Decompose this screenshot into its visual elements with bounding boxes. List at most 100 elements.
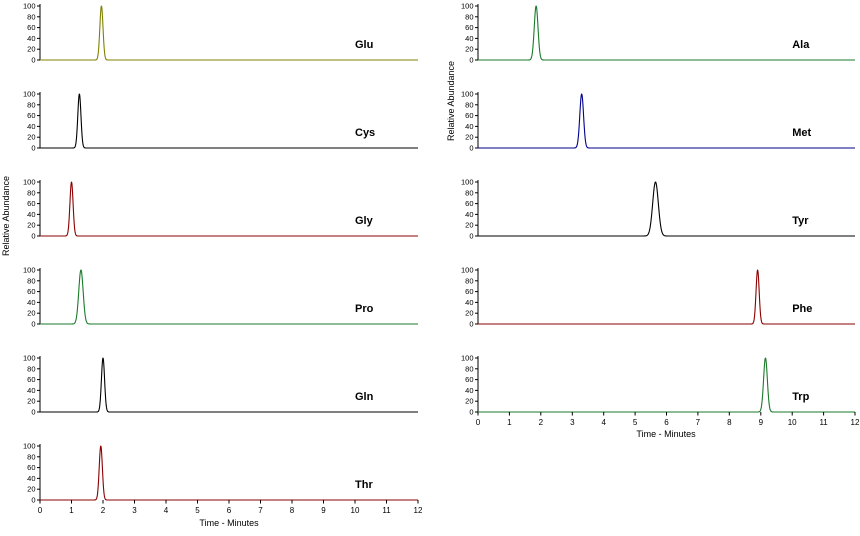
svg-text:60: 60 xyxy=(27,463,35,472)
svg-text:80: 80 xyxy=(465,188,473,197)
svg-text:60: 60 xyxy=(465,111,473,120)
svg-text:80: 80 xyxy=(465,100,473,109)
svg-text:0: 0 xyxy=(31,320,35,329)
svg-text:0: 0 xyxy=(31,144,35,153)
svg-text:40: 40 xyxy=(27,386,35,395)
svg-text:60: 60 xyxy=(27,287,35,296)
svg-text:100: 100 xyxy=(461,2,474,11)
svg-text:20: 20 xyxy=(27,45,35,54)
chromatogram-panel-phe: 0 20 40 60 80 100 Phe xyxy=(440,264,860,352)
svg-text:40: 40 xyxy=(27,210,35,219)
svg-text:40: 40 xyxy=(27,34,35,43)
svg-text:9: 9 xyxy=(321,506,326,515)
svg-text:100: 100 xyxy=(23,354,36,363)
trace-gly xyxy=(40,181,418,237)
svg-text:20: 20 xyxy=(27,485,35,494)
svg-text:20: 20 xyxy=(465,309,473,318)
chromatogram-panel-gly: 0 20 40 60 80 100 Gly xyxy=(0,176,432,264)
svg-text:100: 100 xyxy=(23,442,36,451)
trace-phe xyxy=(478,269,855,325)
svg-text:0: 0 xyxy=(31,232,35,241)
x-axis-title-left: Time - Minutes xyxy=(199,518,259,528)
svg-text:0: 0 xyxy=(469,232,473,241)
svg-text:0: 0 xyxy=(469,56,473,65)
chromatogram-panel-met: 0 20 40 60 80 100 Met xyxy=(440,88,860,176)
svg-text:0: 0 xyxy=(31,408,35,417)
compound-label-glu: Glu xyxy=(355,39,373,51)
svg-text:0: 0 xyxy=(469,320,473,329)
svg-text:11: 11 xyxy=(819,418,828,427)
x-axis: 0 1 2 3 4 5 6 7 8 9 10 11 12 xyxy=(38,500,423,515)
svg-text:80: 80 xyxy=(465,12,473,21)
svg-text:60: 60 xyxy=(465,375,473,384)
svg-text:20: 20 xyxy=(27,221,35,230)
compound-label-phe: Phe xyxy=(792,303,812,315)
svg-text:80: 80 xyxy=(465,276,473,285)
svg-text:10: 10 xyxy=(351,506,360,515)
svg-text:100: 100 xyxy=(461,90,474,99)
compound-label-met: Met xyxy=(792,127,811,139)
svg-text:40: 40 xyxy=(465,386,473,395)
svg-text:20: 20 xyxy=(27,397,35,406)
svg-text:40: 40 xyxy=(27,122,35,131)
svg-text:60: 60 xyxy=(27,199,35,208)
svg-text:8: 8 xyxy=(290,506,295,515)
svg-text:80: 80 xyxy=(27,452,35,461)
svg-text:2: 2 xyxy=(101,506,106,515)
compound-label-cys: Cys xyxy=(355,127,375,139)
svg-text:7: 7 xyxy=(258,506,263,515)
svg-text:100: 100 xyxy=(23,178,36,187)
svg-text:40: 40 xyxy=(465,210,473,219)
svg-text:2: 2 xyxy=(539,418,544,427)
chromatogram-column-left: 0 20 40 60 80 100 Glu 0 20 40 60 80 100 Cys 0 20 40 60 80 1… xyxy=(0,0,432,536)
x-axis: 0 1 2 3 4 5 6 7 8 9 10 11 12 xyxy=(476,412,860,427)
svg-text:1: 1 xyxy=(507,418,512,427)
compound-label-gln: Gln xyxy=(355,391,374,403)
svg-text:20: 20 xyxy=(27,133,35,142)
chromatogram-panel-tyr: 0 20 40 60 80 100 Tyr xyxy=(440,176,860,264)
svg-text:9: 9 xyxy=(759,418,764,427)
chromatogram-panel-pro: 0 20 40 60 80 100 Pro xyxy=(0,264,432,352)
svg-text:100: 100 xyxy=(461,354,474,363)
svg-text:100: 100 xyxy=(461,178,474,187)
chromatogram-panel-glu: 0 20 40 60 80 100 Glu xyxy=(0,0,432,88)
chromatogram-panel-cys: 0 20 40 60 80 100 Cys xyxy=(0,88,432,176)
trace-tyr xyxy=(478,181,855,237)
chromatogram-panel-thr: 0 20 40 60 80 100 Thr 0 1 2 3 4 5 6 7 8 9 10 11 12 xyxy=(0,440,432,536)
svg-text:100: 100 xyxy=(23,2,36,11)
chromatogram-panel-trp: 0 20 40 60 80 100 Trp 0 1 2 3 4 5 6 7 8 9 10 11 12 xyxy=(440,352,860,448)
svg-text:40: 40 xyxy=(27,474,35,483)
svg-text:80: 80 xyxy=(27,188,35,197)
svg-text:100: 100 xyxy=(23,266,36,275)
svg-text:5: 5 xyxy=(633,418,638,427)
svg-text:20: 20 xyxy=(465,397,473,406)
svg-text:20: 20 xyxy=(465,221,473,230)
svg-text:11: 11 xyxy=(382,506,391,515)
compound-label-ala: Ala xyxy=(792,39,810,51)
trace-trp xyxy=(478,357,855,413)
svg-text:5: 5 xyxy=(195,506,200,515)
trace-glu xyxy=(40,5,418,61)
x-axis-title-right: Time - Minutes xyxy=(636,429,696,439)
svg-text:6: 6 xyxy=(664,418,669,427)
svg-text:80: 80 xyxy=(27,100,35,109)
svg-text:60: 60 xyxy=(465,199,473,208)
svg-text:40: 40 xyxy=(465,34,473,43)
svg-text:80: 80 xyxy=(465,364,473,373)
compound-label-trp: Trp xyxy=(792,391,809,403)
